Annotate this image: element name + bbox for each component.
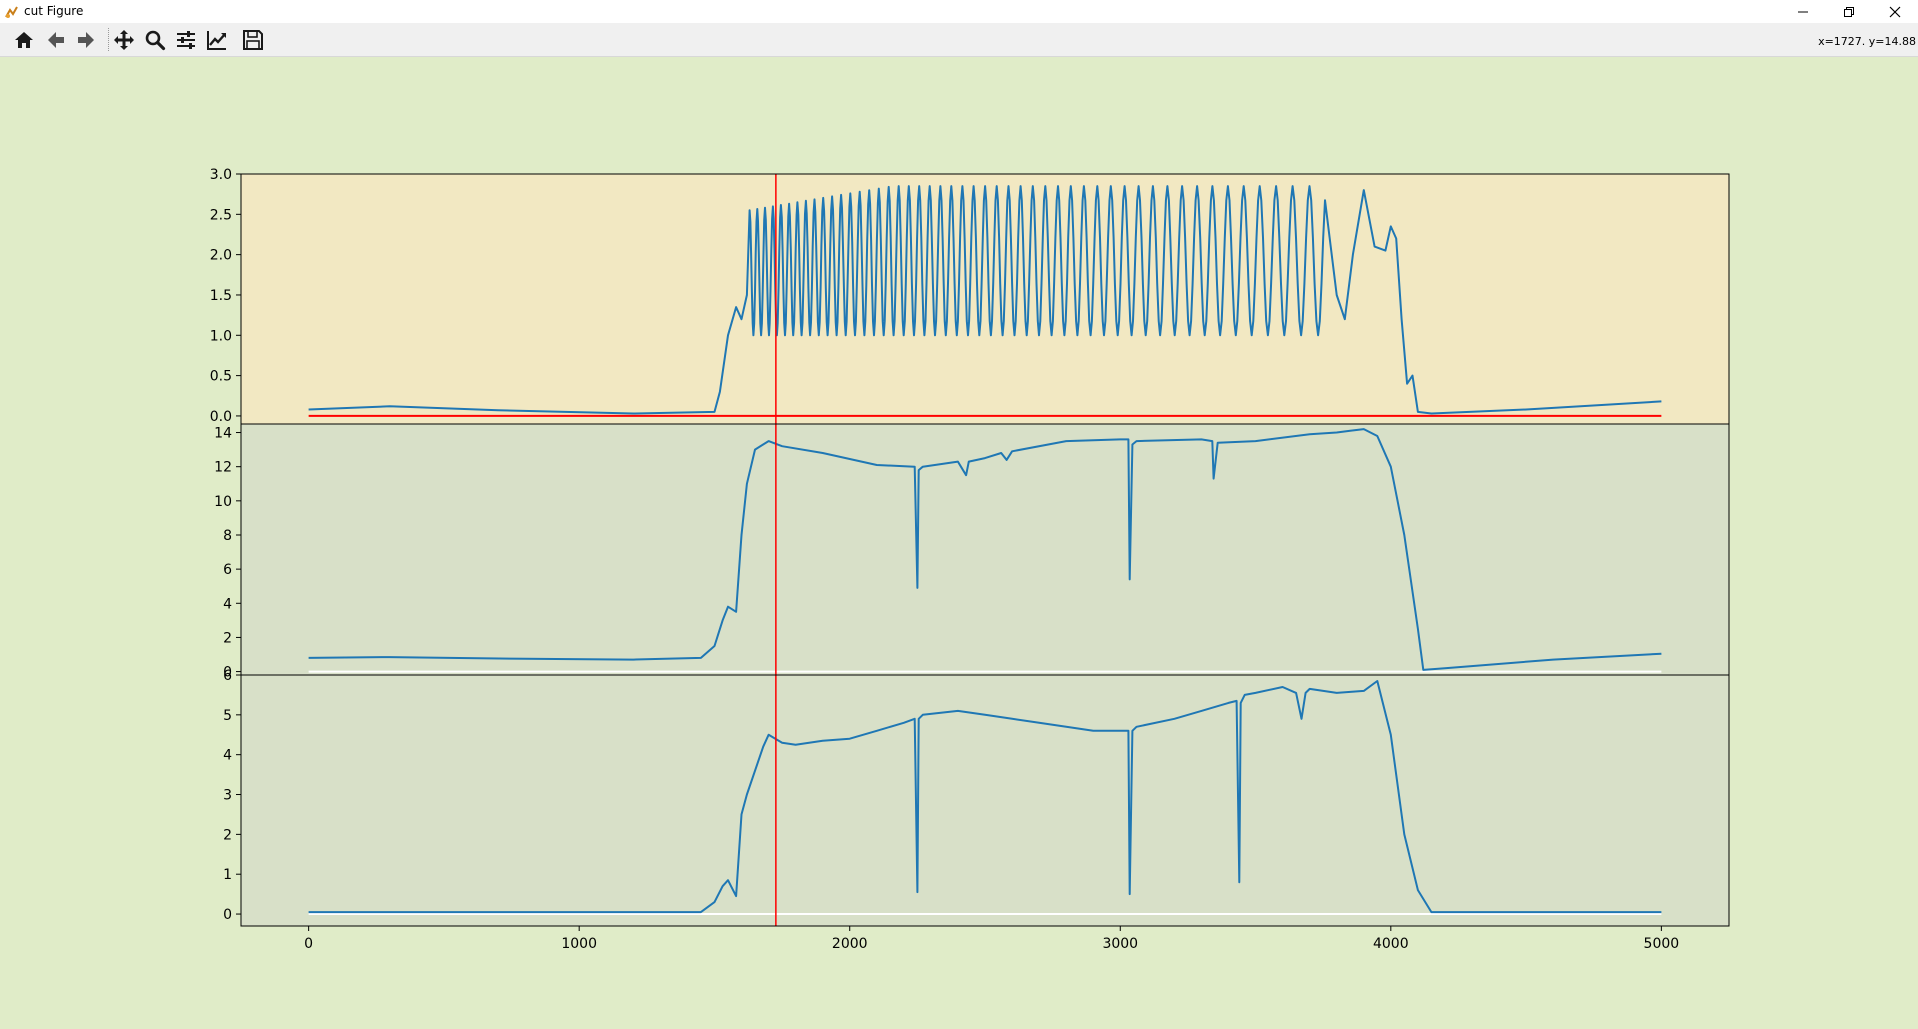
- y-tick-label: 1: [223, 867, 232, 883]
- y-tick-label: 3.0: [210, 167, 232, 183]
- move-icon: [113, 29, 134, 50]
- y-tick-label: 5: [223, 708, 232, 724]
- x-tick-label: 1000: [561, 936, 597, 952]
- x-tick-label: 4000: [1373, 936, 1409, 952]
- pan-button[interactable]: [110, 27, 137, 52]
- y-tick-label: 4: [223, 596, 232, 612]
- x-tick-label: 5000: [1644, 936, 1680, 952]
- y-tick-label: 8: [223, 528, 232, 544]
- y-tick-label: 2: [223, 827, 232, 843]
- plot-area: [241, 675, 1729, 926]
- y-tick-label: 14: [214, 426, 232, 442]
- toolbar-separator: [108, 28, 109, 51]
- back-button[interactable]: [42, 27, 69, 52]
- y-tick-label: 10: [214, 494, 232, 510]
- y-tick-label: 1.5: [210, 288, 232, 304]
- axes-frame: [240, 674, 1730, 927]
- save-button[interactable]: [239, 27, 266, 52]
- minimize-icon: [1798, 11, 1808, 12]
- plot-area: [241, 174, 1729, 424]
- y-tick-label: 6: [223, 668, 232, 684]
- customize-button[interactable]: [203, 27, 230, 52]
- y-tick-label: 0: [223, 665, 232, 681]
- x-tick-label: 2000: [832, 936, 868, 952]
- plot-area: [241, 424, 1729, 675]
- navigation-toolbar: [0, 23, 1918, 57]
- home-icon: [14, 31, 33, 48]
- sliders-icon: [176, 30, 195, 49]
- close-button[interactable]: [1872, 0, 1918, 23]
- y-tick-label: 2: [223, 630, 232, 646]
- window-titlebar: cut Figure: [0, 0, 1918, 23]
- data-line: [308, 680, 1662, 914]
- y-tick-label: 2.0: [210, 248, 232, 264]
- x-tick-label: 0: [304, 936, 313, 952]
- cursor-coordinates: x=1727. y=14.88: [1818, 35, 1916, 48]
- y-tick-label: 12: [214, 460, 232, 476]
- y-tick-label: 0.0: [210, 409, 232, 425]
- data-line: [308, 185, 1662, 415]
- y-tick-label: 0.5: [210, 369, 232, 385]
- subplots-button[interactable]: [172, 27, 199, 52]
- forward-button[interactable]: [72, 27, 99, 52]
- minimize-button[interactable]: [1780, 0, 1826, 23]
- restore-button[interactable]: [1826, 0, 1872, 23]
- close-icon: [1889, 6, 1901, 17]
- x-tick-label: 3000: [1102, 936, 1138, 952]
- floppy-disk-icon: [242, 29, 263, 50]
- magnifier-icon: [145, 30, 165, 50]
- zoom-button[interactable]: [141, 27, 168, 52]
- restore-icon: [1844, 6, 1854, 17]
- line-chart-icon: [206, 30, 226, 50]
- subplot-1: 0.0 0.5 1.0 1.5 2.0 2.5 3.0: [210, 167, 1730, 425]
- window-title: cut Figure: [24, 4, 84, 18]
- y-tick-label: 3: [223, 788, 232, 804]
- y-tick-label: 6: [223, 562, 232, 578]
- subplot-2: 0 2 4 6 8 10 12 14: [214, 423, 1730, 681]
- y-tick-label: 4: [223, 748, 232, 764]
- arrow-right-icon: [77, 31, 94, 48]
- home-button[interactable]: [10, 27, 37, 52]
- app-icon: [5, 6, 18, 18]
- data-line: [308, 428, 1662, 671]
- arrow-left-icon: [47, 31, 64, 48]
- y-tick-label: 1.0: [210, 328, 232, 344]
- y-tick-label: 2.5: [210, 207, 232, 223]
- y-tick-label: 0: [223, 907, 232, 923]
